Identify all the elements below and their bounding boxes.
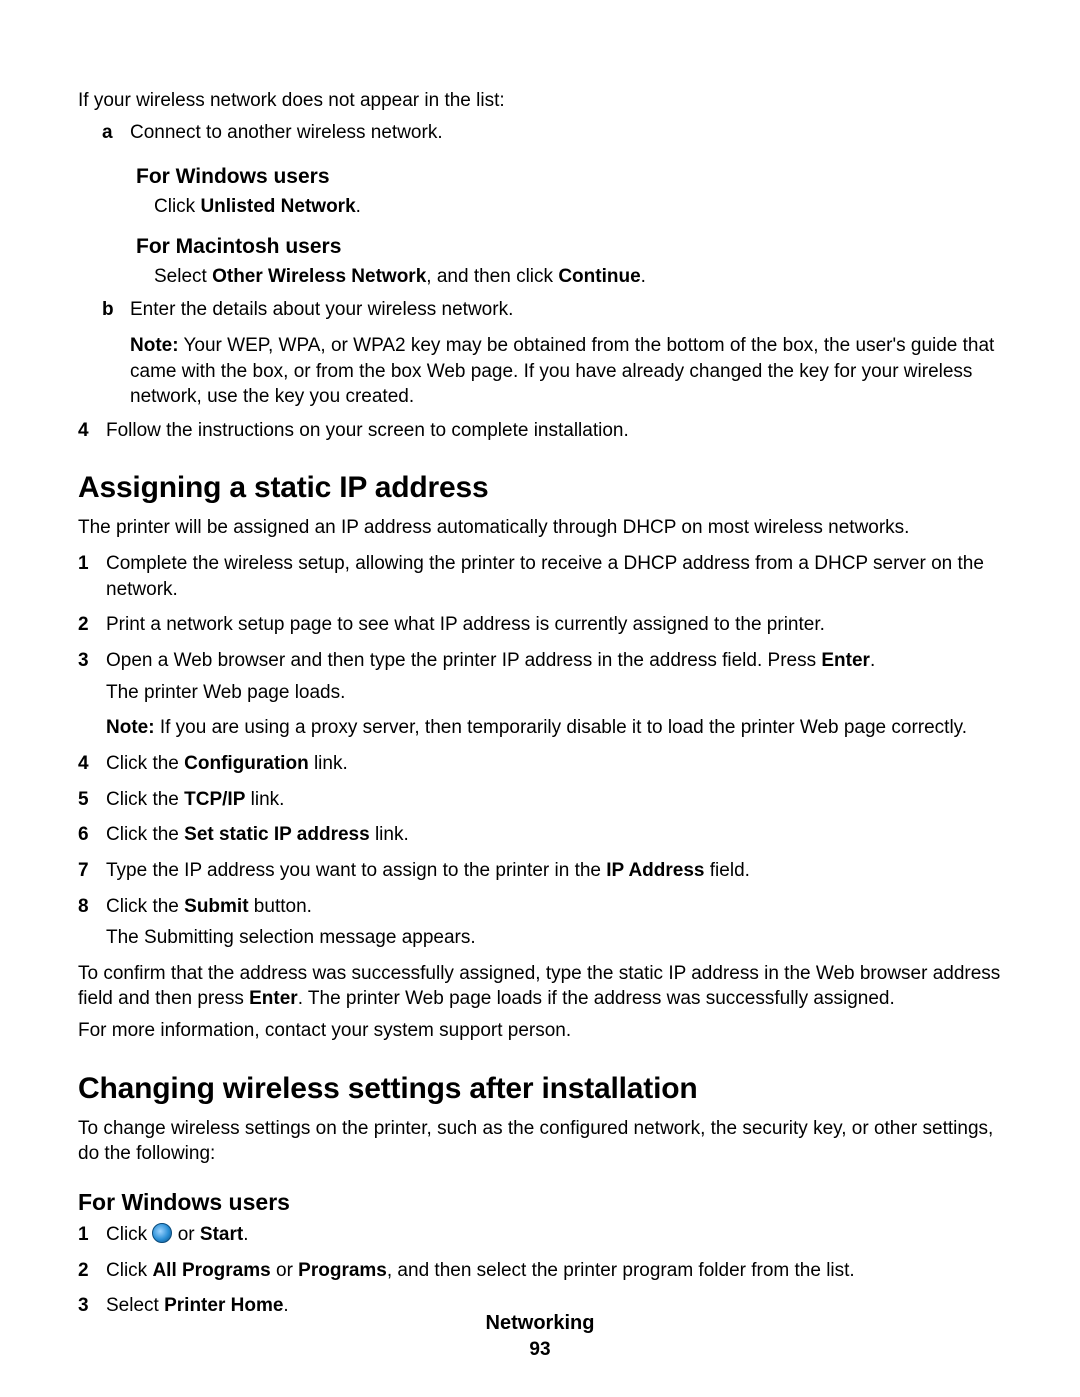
- alpha-list: a Connect to another wireless network. F…: [102, 120, 1002, 410]
- txt: button.: [249, 896, 312, 917]
- marker-a: a: [102, 120, 113, 146]
- marker-4: 4: [78, 418, 89, 444]
- sec1-step1: 1 Complete the wireless setup, allowing …: [78, 551, 1002, 602]
- txt: . The printer Web page loads if the addr…: [298, 988, 895, 1009]
- mac-subhead: For Macintosh users: [136, 233, 1002, 261]
- footer-section: Networking: [0, 1312, 1080, 1335]
- section-heading-changing: Changing wireless settings after install…: [78, 1072, 1002, 1106]
- sec1-step3: 3 Open a Web browser and then type the p…: [78, 648, 1002, 741]
- continue-bold: Continue: [558, 266, 640, 287]
- sec1-list: 1 Complete the wireless setup, allowing …: [78, 551, 1002, 951]
- page-footer: Networking 93: [0, 1312, 1080, 1361]
- step-a: a Connect to another wireless network. F…: [102, 120, 1002, 290]
- marker: 2: [78, 612, 89, 638]
- sec1-step3-sub: The printer Web page loads.: [106, 680, 1002, 706]
- txt: .: [356, 196, 361, 217]
- marker: 4: [78, 751, 89, 777]
- tcpip-bold: TCP/IP: [184, 789, 245, 810]
- step-4: 4 Follow the instructions on your screen…: [78, 418, 1002, 444]
- mac-sub-p: Select Other Wireless Network, and then …: [154, 264, 1002, 290]
- txt: Click: [106, 1260, 152, 1281]
- num-list-top: 4 Follow the instructions on your screen…: [78, 418, 1002, 444]
- txt: .: [243, 1224, 248, 1245]
- txt: link.: [245, 789, 284, 810]
- txt: .: [641, 266, 646, 287]
- note-body: If you are using a proxy server, then te…: [155, 717, 967, 738]
- txt: Select: [154, 266, 212, 287]
- marker: 5: [78, 787, 89, 813]
- sec2-windows-head: For Windows users: [78, 1189, 1002, 1216]
- sec2-intro: To change wireless settings on the print…: [78, 1116, 1002, 1167]
- txt: Open a Web browser and then type the pri…: [106, 650, 821, 671]
- configuration-bold: Configuration: [184, 753, 309, 774]
- txt: Complete the wireless setup, allowing th…: [106, 553, 984, 600]
- sec1-intro: The printer will be assigned an IP addre…: [78, 515, 1002, 541]
- unlisted-network-bold: Unlisted Network: [200, 196, 355, 217]
- intro-text: If your wireless network does not appear…: [78, 88, 1002, 114]
- set-static-ip-bold: Set static IP address: [184, 824, 370, 845]
- enter-bold: Enter: [821, 650, 870, 671]
- sec1-step3-note: Note: If you are using a proxy server, t…: [106, 715, 1002, 741]
- txt: Click the: [106, 896, 184, 917]
- marker-b: b: [102, 297, 114, 323]
- other-wireless-bold: Other Wireless Network: [212, 266, 426, 287]
- txt: .: [870, 650, 875, 671]
- marker: 1: [78, 1222, 89, 1248]
- sec1-step2: 2 Print a network setup page to see what…: [78, 612, 1002, 638]
- step-b-text: Enter the details about your wireless ne…: [130, 299, 513, 320]
- programs-bold: Programs: [298, 1260, 387, 1281]
- sec1-outro2: For more information, contact your syste…: [78, 1018, 1002, 1044]
- txt: Click: [106, 1224, 152, 1245]
- sec2-step1: 1 Click or Start.: [78, 1222, 1002, 1248]
- submit-bold: Submit: [184, 896, 248, 917]
- txt: Click: [154, 196, 200, 217]
- windows-sub-p: Click Unlisted Network.: [154, 194, 1002, 220]
- note-block: Note: Your WEP, WPA, or WPA2 key may be …: [130, 333, 1002, 410]
- all-programs-bold: All Programs: [152, 1260, 270, 1281]
- ip-address-bold: IP Address: [606, 860, 704, 881]
- txt: field.: [705, 860, 750, 881]
- note-label: Note:: [130, 335, 179, 356]
- sec1-step7: 7 Type the IP address you want to assign…: [78, 858, 1002, 884]
- marker: 1: [78, 551, 89, 577]
- txt: or: [271, 1260, 298, 1281]
- marker: 2: [78, 1258, 89, 1284]
- sec1-step6: 6 Click the Set static IP address link.: [78, 822, 1002, 848]
- sec1-step4: 4 Click the Configuration link.: [78, 751, 1002, 777]
- step-a-text: Connect to another wireless network.: [130, 122, 443, 143]
- txt: link.: [309, 753, 348, 774]
- windows-start-icon: [152, 1223, 172, 1243]
- section-heading-static-ip: Assigning a static IP address: [78, 471, 1002, 505]
- sec1-step8: 8 Click the Submit button. The Submittin…: [78, 894, 1002, 951]
- document-page: If your wireless network does not appear…: [0, 0, 1080, 1397]
- sec2-list: 1 Click or Start. 2 Click All Programs o…: [78, 1222, 1002, 1319]
- sec2-step2: 2 Click All Programs or Programs, and th…: [78, 1258, 1002, 1284]
- txt: Click the: [106, 753, 184, 774]
- sec1-outro1: To confirm that the address was successf…: [78, 961, 1002, 1012]
- txt: Click the: [106, 824, 184, 845]
- note-label: Note:: [106, 717, 155, 738]
- windows-subhead: For Windows users: [136, 163, 1002, 191]
- txt: or: [172, 1224, 199, 1245]
- step-4-text: Follow the instructions on your screen t…: [106, 420, 629, 441]
- sec1-step8-sub: The Submitting selection message appears…: [106, 925, 1002, 951]
- txt: Print a network setup page to see what I…: [106, 614, 825, 635]
- txt: , and then click: [426, 266, 558, 287]
- start-bold: Start: [200, 1224, 243, 1245]
- txt: link.: [370, 824, 409, 845]
- sec1-step5: 5 Click the TCP/IP link.: [78, 787, 1002, 813]
- marker: 3: [78, 648, 89, 674]
- txt: Click the: [106, 789, 184, 810]
- marker: 6: [78, 822, 89, 848]
- txt: Type the IP address you want to assign t…: [106, 860, 606, 881]
- marker: 7: [78, 858, 89, 884]
- step-b: b Enter the details about your wireless …: [102, 297, 1002, 410]
- txt: , and then select the printer program fo…: [387, 1260, 855, 1281]
- enter-bold: Enter: [249, 988, 298, 1009]
- footer-page-number: 93: [0, 1339, 1080, 1361]
- note-body: Your WEP, WPA, or WPA2 key may be obtain…: [130, 335, 994, 407]
- marker: 8: [78, 894, 89, 920]
